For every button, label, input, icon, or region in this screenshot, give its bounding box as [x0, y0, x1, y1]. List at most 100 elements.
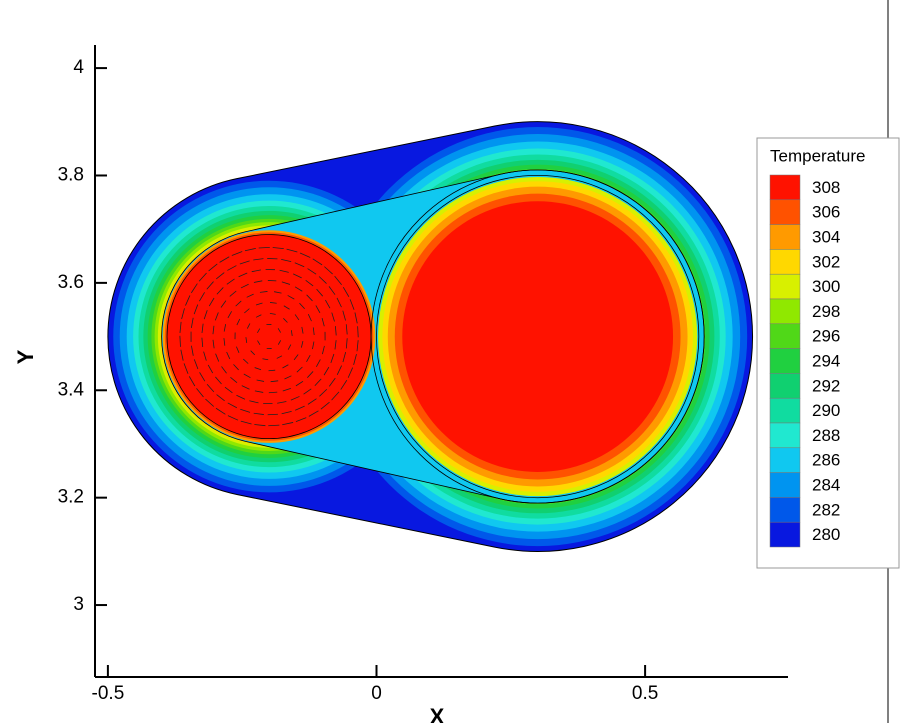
contour-band — [166, 234, 372, 439]
legend-label: 296 — [812, 327, 840, 346]
vector — [307, 398, 317, 405]
vector — [201, 337, 204, 348]
vector — [282, 364, 289, 369]
vector — [335, 326, 337, 336]
vector — [283, 305, 290, 310]
vector — [307, 314, 312, 322]
vector — [185, 295, 191, 306]
vector — [345, 324, 348, 335]
vector — [227, 311, 232, 319]
legend-swatch — [769, 472, 801, 498]
vector — [293, 354, 299, 361]
vector — [243, 358, 249, 364]
y-axis-label: Y — [13, 349, 38, 364]
vector — [188, 376, 196, 387]
vector — [215, 353, 220, 362]
vector — [229, 290, 237, 297]
legend-swatch — [769, 397, 801, 424]
vector — [258, 246, 270, 249]
vector — [227, 415, 239, 421]
vector — [215, 407, 226, 415]
vector — [334, 275, 342, 286]
x-tick-label: -0.5 — [92, 683, 125, 704]
legend-label: 294 — [812, 351, 840, 370]
vector — [250, 350, 256, 356]
vector — [203, 310, 208, 320]
contour-band — [402, 201, 674, 472]
vector — [318, 276, 327, 284]
vector — [299, 252, 311, 258]
vector — [238, 272, 248, 278]
vector — [325, 299, 331, 309]
vector — [306, 354, 311, 363]
vector — [221, 366, 227, 374]
vector — [208, 297, 215, 307]
vector — [294, 286, 303, 292]
vector — [254, 424, 266, 427]
vector — [198, 272, 207, 282]
vector — [236, 346, 240, 353]
vector — [240, 408, 251, 413]
vector — [308, 410, 319, 417]
vector — [241, 385, 250, 390]
vector — [249, 400, 259, 404]
legend-swatch — [769, 273, 801, 300]
vector — [212, 339, 215, 349]
legend-swatch — [769, 174, 801, 201]
vector — [196, 388, 204, 398]
vector — [240, 420, 252, 425]
vector — [342, 310, 346, 321]
legend-swatch — [769, 447, 801, 473]
vector — [299, 302, 305, 310]
vector — [312, 258, 323, 266]
legend-swatch — [769, 323, 801, 349]
vector — [220, 300, 227, 308]
y-tick-label: 3.6 — [58, 272, 84, 293]
vector — [354, 312, 358, 324]
vector — [224, 386, 233, 394]
vector — [307, 371, 314, 378]
vector — [356, 340, 359, 352]
vector — [347, 367, 354, 378]
vector — [312, 341, 315, 350]
legend-swatch — [769, 298, 801, 325]
vector — [268, 391, 278, 394]
vector — [294, 262, 305, 268]
legend-label: 292 — [812, 376, 840, 395]
vector — [227, 265, 237, 271]
vector — [277, 328, 281, 333]
contour-field — [107, 121, 753, 552]
vector — [269, 313, 276, 315]
vector — [312, 327, 315, 336]
vector — [283, 318, 288, 323]
y-tick-label: 3.2 — [58, 487, 84, 508]
vector — [235, 300, 242, 307]
vector — [253, 258, 264, 261]
vector — [230, 377, 238, 384]
vector — [251, 269, 261, 273]
vector — [334, 340, 337, 350]
vector — [353, 353, 357, 365]
vector — [206, 383, 215, 393]
vector — [226, 278, 235, 285]
vector — [255, 302, 263, 306]
vector — [342, 352, 347, 363]
vector — [254, 390, 264, 393]
y-tick-label: 4 — [73, 57, 84, 78]
vector — [216, 394, 225, 402]
vector — [287, 295, 295, 300]
vector — [323, 366, 330, 376]
vector — [315, 359, 321, 368]
x-tick-label: 0.5 — [632, 683, 658, 704]
vector — [284, 375, 292, 380]
vector — [254, 367, 262, 371]
vector — [331, 312, 335, 322]
vector — [324, 266, 333, 275]
vector — [328, 286, 336, 295]
contour-band — [376, 175, 700, 499]
vector — [199, 292, 205, 302]
vector — [259, 291, 268, 293]
x-tick-label: 0 — [371, 683, 382, 704]
vector — [273, 291, 282, 294]
